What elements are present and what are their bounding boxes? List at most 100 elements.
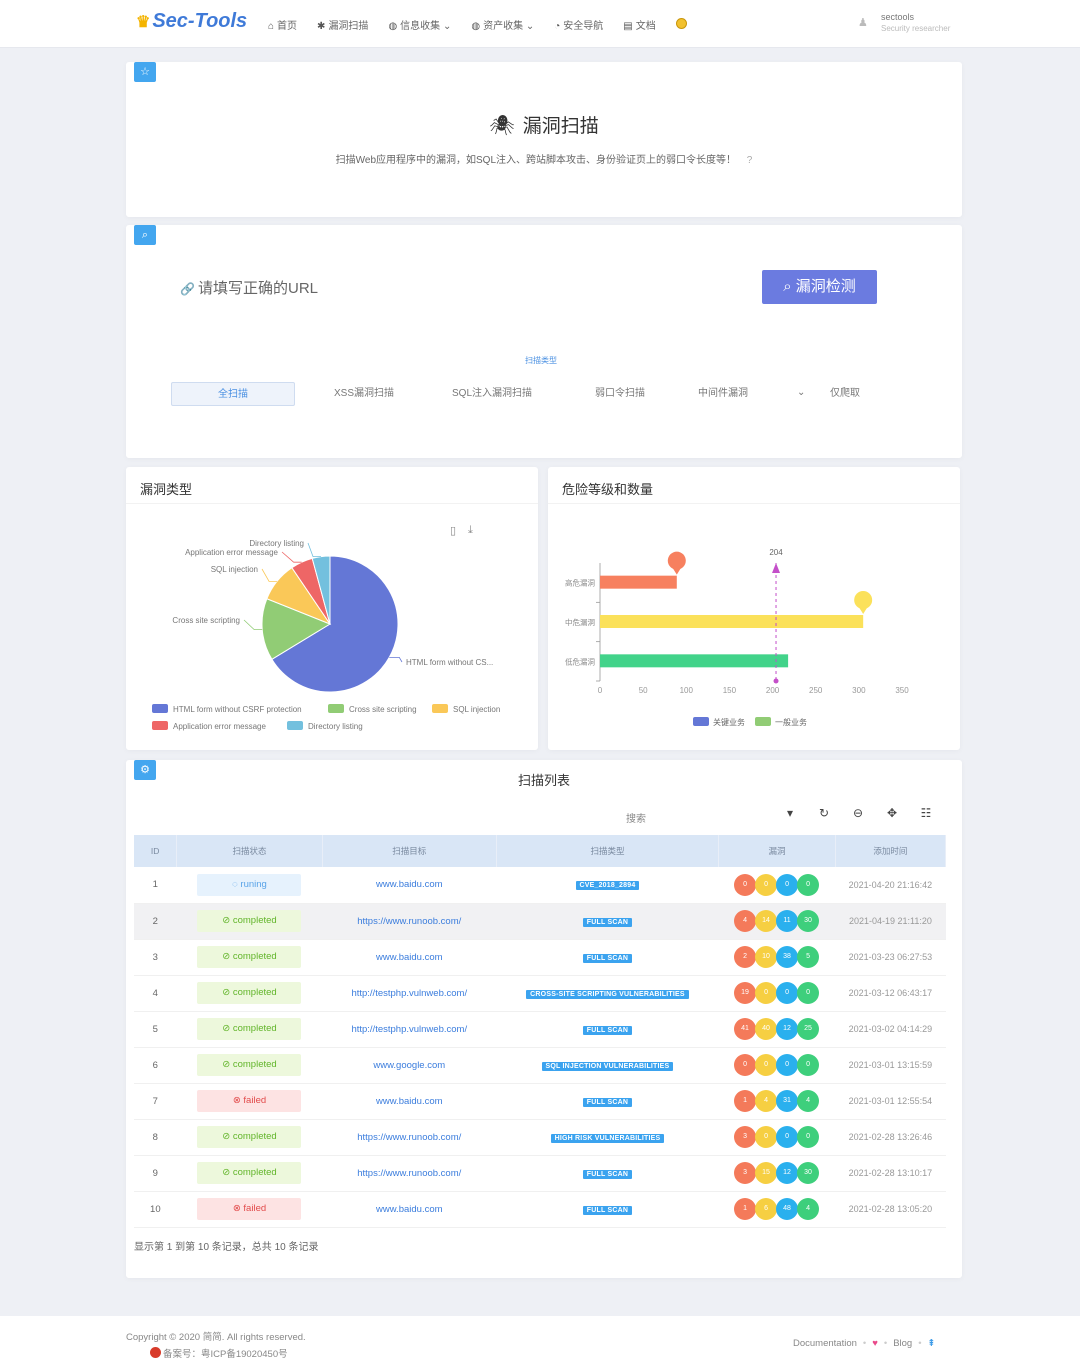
column-header[interactable]: 扫描状态 bbox=[176, 835, 323, 867]
column-header[interactable]: ID bbox=[134, 835, 178, 867]
vuln-count-badge: 40 bbox=[755, 1018, 778, 1040]
nav-item-5[interactable]: ▤ 文档 bbox=[623, 21, 656, 32]
status-badge[interactable]: ⊘ completed bbox=[197, 1054, 302, 1076]
search-label[interactable]: 搜索 bbox=[626, 814, 646, 825]
bar[interactable] bbox=[600, 615, 864, 628]
scan-type-xss[interactable]: XSS漏洞扫描 bbox=[334, 388, 395, 399]
scan-target-link[interactable]: www.baidu.com bbox=[376, 1095, 443, 1107]
scan-target-link[interactable]: https://www.runoob.com/ bbox=[357, 1131, 462, 1143]
legend-label[interactable]: HTML form without CSRF protection bbox=[173, 705, 302, 714]
column-header[interactable]: 扫描目标 bbox=[322, 835, 497, 867]
scan-target-link[interactable]: http://testphp.vulnweb.com/ bbox=[351, 1023, 468, 1035]
documentation-link[interactable]: Documentation bbox=[793, 1338, 857, 1349]
vuln-count-badge: 41 bbox=[734, 1018, 757, 1040]
vuln-count-badge: 12 bbox=[776, 1162, 799, 1184]
list-title: 扫描列表 bbox=[517, 773, 570, 788]
legend-label[interactable]: SQL injection bbox=[453, 705, 500, 714]
status-badge[interactable]: ⊘ completed bbox=[197, 1162, 302, 1184]
row-id: 10 bbox=[150, 1203, 161, 1215]
vuln-type-panel: 漏洞类型 ▯ ⤓ HTML form without CS... Cross si… bbox=[126, 467, 538, 750]
column-header[interactable]: 添加时间 bbox=[835, 835, 947, 867]
scan-table: ID 扫描状态 扫描目标 扫描类型 漏洞 添加时间 1 ◌ runing www.baidu.… bbox=[134, 835, 947, 1228]
table-row[interactable]: 1 ◌ runing www.baidu.com CVE_2018_2894 0 0 0 0 2… bbox=[134, 867, 946, 903]
scan-target-link[interactable]: www.baidu.com bbox=[376, 879, 443, 891]
scan-form-card: ⌕ 🔗 ⌕漏洞检测 扫描类型 全扫描 XSS漏洞扫描 SQL注入漏洞扫描 弱口令… bbox=[126, 225, 962, 458]
chevron-down-icon[interactable]: ⌄ bbox=[797, 387, 806, 398]
scan-type-middleware[interactable]: 中间件漏洞 bbox=[698, 388, 748, 399]
status-badge[interactable]: ⊘ completed bbox=[197, 1126, 302, 1148]
legend-label[interactable]: Directory listing bbox=[308, 722, 363, 731]
columns-icon[interactable]: ☷ bbox=[920, 806, 932, 820]
refresh-icon[interactable]: ↻ bbox=[818, 806, 830, 820]
status-badge[interactable]: ⊘ completed bbox=[197, 910, 302, 932]
scan-target-link[interactable]: http://testphp.vulnweb.com/ bbox=[351, 987, 468, 999]
row-id: 2 bbox=[152, 915, 158, 927]
bar[interactable] bbox=[600, 575, 677, 589]
footer-links: Documentation • ♥ • Blog • ⇞ bbox=[793, 1338, 936, 1349]
status-badge[interactable]: ⊗ failed bbox=[197, 1090, 302, 1112]
scan-target-link[interactable]: www.baidu.com bbox=[376, 951, 443, 963]
bar-chart: 0 50 100 150 200 250 300 350 低危漏洞 中危漏洞 高危漏洞 204 关键业务… bbox=[565, 548, 909, 727]
icp-record[interactable]: 备案号：粤ICP备19020450号 bbox=[150, 1346, 288, 1360]
collapse-icon[interactable]: ▾ bbox=[786, 806, 794, 820]
status-badge[interactable]: ⊘ completed bbox=[197, 946, 302, 968]
legend-label[interactable]: 一般业务 bbox=[775, 717, 807, 727]
vuln-counts: 4 14 11 30 bbox=[719, 903, 836, 939]
scan-type-sqli[interactable]: SQL注入漏洞扫描 bbox=[452, 388, 533, 399]
table-row[interactable]: 4 ⊘ completed http://testphp.vulnweb.com/C… bbox=[134, 975, 946, 1011]
status-cell: ⊘ completed bbox=[177, 1047, 323, 1083]
pie-slice[interactable] bbox=[271, 555, 399, 693]
fullscreen-icon[interactable]: ✥ bbox=[886, 806, 898, 820]
legend-label[interactable]: 关键业务 bbox=[713, 717, 745, 727]
spinner-icon: ◌ bbox=[232, 878, 238, 890]
scan-type-badge: FULL SCAN bbox=[582, 917, 633, 927]
detect-button[interactable]: ⌕ 漏洞检测 bbox=[762, 270, 877, 304]
table-row[interactable]: 9 ⊘ completed https://www.runoob.com/FULL … bbox=[134, 1155, 946, 1191]
bar[interactable] bbox=[600, 654, 789, 668]
vuln-count-badge: 0 bbox=[755, 873, 778, 896]
table-row[interactable]: 7 ⊗ failed www.baidu.com FULL SCAN 1 4 31 4 2021… bbox=[134, 1083, 946, 1119]
status-badge[interactable]: ⊘ completed bbox=[197, 1018, 302, 1040]
help-icon[interactable]: ? bbox=[746, 155, 753, 166]
table-row[interactable]: 2 ⊘ completed https://www.runoob.com/FULL … bbox=[134, 903, 946, 939]
nav-item-2[interactable]: ◍ 信息收集 ⌄ bbox=[388, 21, 452, 32]
status-badge[interactable]: ⊘ completed bbox=[197, 982, 302, 1004]
nav-item-1[interactable]: ✱ 漏洞扫描 bbox=[317, 21, 369, 32]
nav-item-4[interactable]: ◔ 安全导航 bbox=[554, 21, 604, 32]
nav-item-3[interactable]: ◍ 资产收集 ⌄ bbox=[471, 21, 535, 32]
scan-type-weakpass[interactable]: 弱口令扫描 bbox=[595, 388, 645, 399]
scan-target-link[interactable]: https://www.runoob.com/ bbox=[357, 1167, 462, 1179]
pagination-info: 显示第 1 到第 10 条记录，总共 10 条记录 bbox=[134, 1242, 319, 1253]
x-tick-label: 150 bbox=[723, 686, 737, 695]
scan-type-crawl[interactable]: 仅爬取 bbox=[830, 388, 860, 399]
status-badge[interactable]: ◌ runing bbox=[197, 873, 302, 896]
scan-target-link[interactable]: www.google.com bbox=[373, 1059, 446, 1071]
column-header[interactable]: 扫描类型 bbox=[496, 835, 720, 867]
legend-label[interactable]: Application error message bbox=[173, 722, 266, 731]
back-to-top-icon[interactable]: ⇞ bbox=[927, 1338, 936, 1349]
status-badge[interactable]: ⊗ failed bbox=[197, 1198, 302, 1220]
table-row[interactable]: 3 ⊘ completed www.baidu.com FULL SCAN 2 10 38 5… bbox=[134, 939, 946, 975]
table-row[interactable]: 6 ⊘ completed www.google.com SQL INJECTION … bbox=[134, 1047, 946, 1083]
data-view-icon[interactable]: ▯ bbox=[450, 525, 457, 537]
vuln-count-badge: 48 bbox=[776, 1198, 799, 1220]
download-icon[interactable]: ⤓ bbox=[468, 524, 473, 536]
table-row[interactable]: 10 ⊗ failed www.baidu.com FULL SCAN 1 6 48 4 202… bbox=[134, 1191, 946, 1227]
blog-link[interactable]: Blog bbox=[893, 1338, 913, 1349]
added-time: 2021-02-28 13:05:20 bbox=[848, 1204, 933, 1214]
smiley-icon[interactable] bbox=[675, 18, 687, 29]
nav-item-0[interactable]: ⌂ 首页 bbox=[268, 21, 298, 32]
column-header[interactable]: 漏洞 bbox=[718, 835, 836, 867]
logo[interactable]: ♛ Sec-Tools bbox=[136, 10, 248, 32]
table-row[interactable]: 8 ⊘ completed https://www.runoob.com/HIGH … bbox=[134, 1119, 946, 1155]
scan-target-link[interactable]: www.baidu.com bbox=[376, 1203, 443, 1215]
scan-target-link[interactable]: https://www.runoob.com/ bbox=[357, 915, 462, 927]
table-row[interactable]: 5 ⊘ completed http://testphp.vulnweb.com/F… bbox=[134, 1011, 946, 1047]
legend-swatch bbox=[152, 704, 168, 713]
vuln-count-badge: 0 bbox=[797, 982, 820, 1004]
scan-type-full[interactable]: 全扫描 bbox=[171, 382, 295, 406]
legend-label[interactable]: Cross site scripting bbox=[349, 705, 417, 714]
url-input[interactable] bbox=[198, 275, 718, 301]
toggle-icon[interactable]: ⊖ bbox=[852, 806, 864, 820]
